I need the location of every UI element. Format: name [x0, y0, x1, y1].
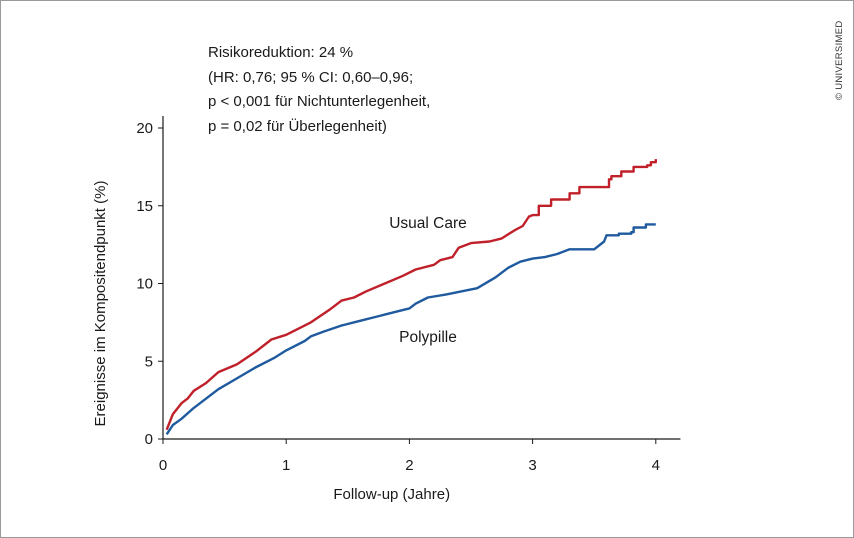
- axes: [162, 116, 681, 440]
- y-tick-label: 10: [136, 276, 153, 293]
- series-lines: [165, 159, 657, 435]
- series-label-polypille: Polypille: [399, 329, 457, 346]
- y-tick-label: 15: [136, 198, 153, 215]
- x-tick-label: 0: [159, 457, 167, 474]
- annotation-line-3: p < 0,001 für Nichtunterlegenheit,: [208, 93, 431, 110]
- series-line-usual-care: [165, 159, 657, 431]
- annotation-line-1: Risikoreduktion: 24 %: [208, 44, 354, 61]
- series-label-usual-care: Usual Care: [389, 215, 467, 232]
- y-tick-label: 5: [145, 353, 153, 370]
- ticks: 0 5 10 15 20 0 1 2 3 4: [136, 120, 660, 474]
- annotation-line-4: p = 0,02 für Überlegenheit): [208, 117, 387, 135]
- series-line-polypille: [165, 223, 656, 435]
- x-tick-label: 2: [405, 457, 413, 474]
- x-tick-label: 1: [282, 457, 290, 474]
- annotation-box: Risikoreduktion: 24 % (HR: 0,76; 95 % CI…: [208, 41, 430, 139]
- y-axis-title: Ereignisse im Kompositendpunkt (%): [92, 181, 109, 427]
- y-tick-label: 20: [136, 120, 153, 137]
- y-tick-label: 0: [145, 431, 153, 448]
- x-tick-label: 4: [652, 457, 660, 474]
- x-axis-title: Follow-up (Jahre): [333, 486, 450, 503]
- x-tick-label: 3: [528, 457, 536, 474]
- axis-labels: Usual Care Polypille Follow-up (Jahre) Erei…: [92, 181, 467, 503]
- annotation-line-2: (HR: 0,76; 95 % CI: 0,60–0,96;: [208, 68, 414, 86]
